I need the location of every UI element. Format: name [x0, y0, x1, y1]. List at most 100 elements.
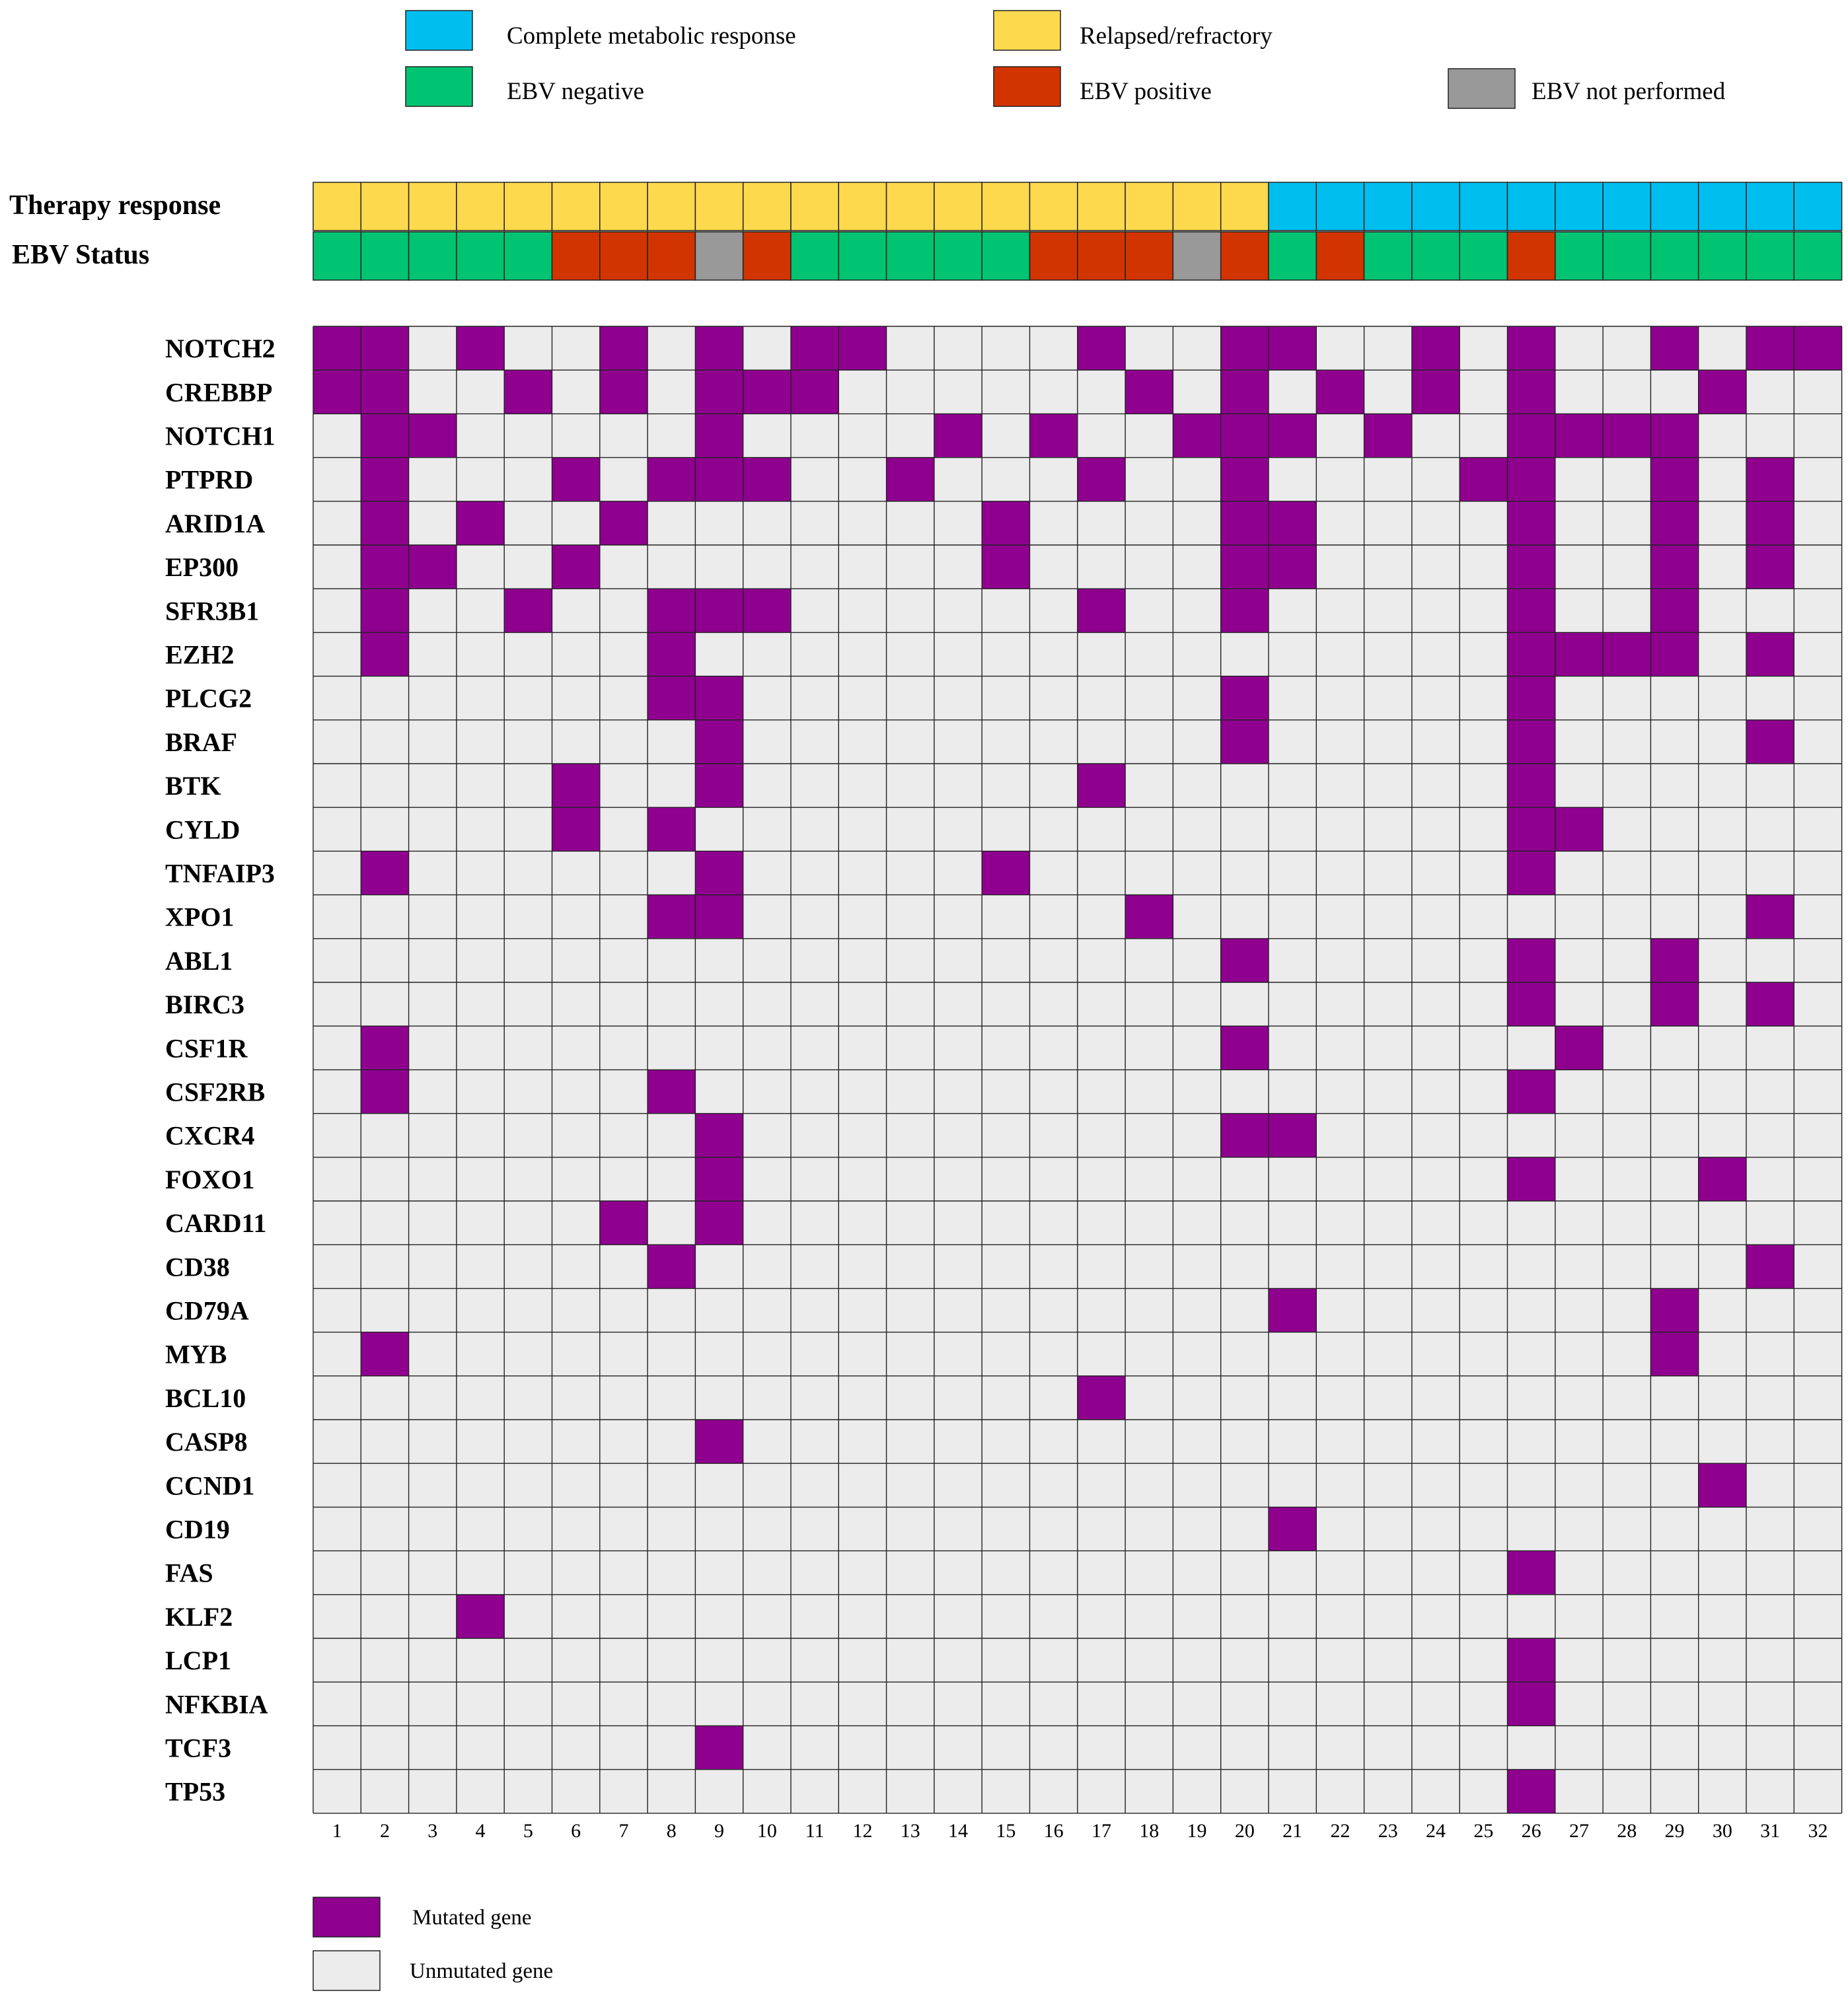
mutated-cell [1220, 326, 1269, 371]
unmutated-cell [1411, 1420, 1460, 1464]
mutated-cell [1650, 1288, 1699, 1332]
unmutated-cell [504, 1113, 552, 1157]
legend-ebv-positive-label: EBV positive [1080, 78, 1212, 105]
unmutated-cell [1220, 1332, 1269, 1376]
unmutated-cell [934, 545, 982, 589]
unmutated-cell [1460, 1420, 1508, 1464]
unmutated-cell [504, 1638, 552, 1683]
unmutated-cell [1603, 1463, 1651, 1508]
sample-label: 17 [1091, 1820, 1111, 1842]
gene-label-foxo1: FOXO1 [165, 1165, 255, 1194]
ebv-cell [1268, 231, 1317, 281]
unmutated-cell [599, 676, 648, 720]
unmutated-cell [1316, 632, 1364, 676]
unmutated-cell [838, 501, 887, 545]
unmutated-cell [1269, 589, 1317, 633]
unmutated-cell [1077, 851, 1126, 895]
unmutated-cell [313, 1507, 361, 1551]
annotation-rows: Therapy response EBV Status [9, 182, 1843, 281]
mutated-cell [647, 589, 696, 633]
unmutated-cell [599, 1682, 648, 1726]
unmutated-cell [1077, 1332, 1126, 1376]
mutated-cell [1555, 807, 1604, 852]
unmutated-cell [647, 1420, 696, 1464]
unmutated-cell [791, 764, 839, 808]
unmutated-cell [1794, 1332, 1842, 1376]
ebv-cell [1220, 231, 1269, 281]
unmutated-cell [1173, 676, 1221, 720]
unmutated-cell [1125, 676, 1173, 720]
unmutated-cell [408, 1332, 457, 1376]
unmutated-cell [1460, 851, 1508, 895]
unmutated-cell [1316, 501, 1364, 545]
unmutated-cell [504, 1070, 552, 1114]
mutated-cell [1650, 938, 1699, 982]
unmutated-cell [1460, 764, 1508, 808]
unmutated-cell [1364, 1594, 1412, 1638]
unmutated-cell [1411, 501, 1460, 545]
unmutated-cell [408, 1638, 457, 1683]
mutated-cell [982, 851, 1030, 895]
unmutated-cell [504, 1769, 552, 1813]
unmutated-cell [695, 1026, 743, 1070]
sample-label: 23 [1378, 1820, 1398, 1842]
mutated-cell [695, 457, 743, 501]
unmutated-cell [313, 676, 361, 720]
unmutated-cell [1507, 1375, 1555, 1420]
unmutated-cell [791, 457, 839, 501]
unmutated-cell [552, 370, 600, 414]
mutated-cell [791, 326, 839, 371]
unmutated-cell [1220, 1769, 1269, 1813]
unmutated-cell [1603, 1769, 1651, 1813]
unmutated-cell [1555, 1245, 1604, 1289]
unmutated-cell [552, 1769, 600, 1813]
unmutated-cell [361, 1201, 409, 1245]
unmutated-cell [743, 938, 791, 982]
unmutated-cell [1460, 632, 1508, 676]
sample-label: 12 [852, 1820, 872, 1842]
unmutated-cell [791, 938, 839, 982]
unmutated-cell [1460, 1375, 1508, 1420]
mutated-cell [599, 370, 648, 414]
unmutated-cell [886, 1245, 934, 1289]
unmutated-cell [838, 414, 887, 458]
unmutated-cell [1603, 1682, 1651, 1726]
unmutated-cell [647, 1682, 696, 1726]
unmutated-cell [1077, 1070, 1126, 1114]
unmutated-cell [1746, 1682, 1794, 1726]
unmutated-cell [1460, 982, 1508, 1027]
unmutated-cell [1364, 1463, 1412, 1508]
unmutated-cell [313, 1463, 361, 1508]
unmutated-cell [313, 1594, 361, 1638]
unmutated-cell [1316, 1245, 1364, 1289]
mutated-cell [1507, 370, 1555, 414]
unmutated-cell [1029, 1726, 1078, 1770]
unmutated-cell [982, 1769, 1030, 1813]
unmutated-cell [1125, 501, 1173, 545]
unmutated-cell [838, 1157, 887, 1201]
unmutated-cell [1603, 1507, 1651, 1551]
unmutated-cell [1698, 851, 1746, 895]
unmutated-cell [1364, 1420, 1412, 1464]
unmutated-cell [934, 1682, 982, 1726]
mutated-cell [1220, 1113, 1269, 1157]
unmutated-cell [599, 1594, 648, 1638]
unmutated-cell [313, 1769, 361, 1813]
unmutated-cell [1029, 894, 1078, 939]
unmutated-cell [934, 1201, 982, 1245]
unmutated-cell [1411, 851, 1460, 895]
unmutated-cell [1555, 676, 1604, 720]
unmutated-cell [1794, 1113, 1842, 1157]
mutated-cell [695, 764, 743, 808]
unmutated-cell [599, 457, 648, 501]
unmutated-cell [552, 1638, 600, 1683]
unmutated-cell [1555, 1726, 1604, 1770]
unmutated-cell [1125, 764, 1173, 808]
unmutated-cell [1269, 1682, 1317, 1726]
unmutated-cell [647, 414, 696, 458]
unmutated-cell [647, 1726, 696, 1770]
unmutated-cell [1269, 1420, 1317, 1464]
unmutated-cell [599, 807, 648, 852]
unmutated-cell [1029, 764, 1078, 808]
unmutated-cell [1316, 1070, 1364, 1114]
